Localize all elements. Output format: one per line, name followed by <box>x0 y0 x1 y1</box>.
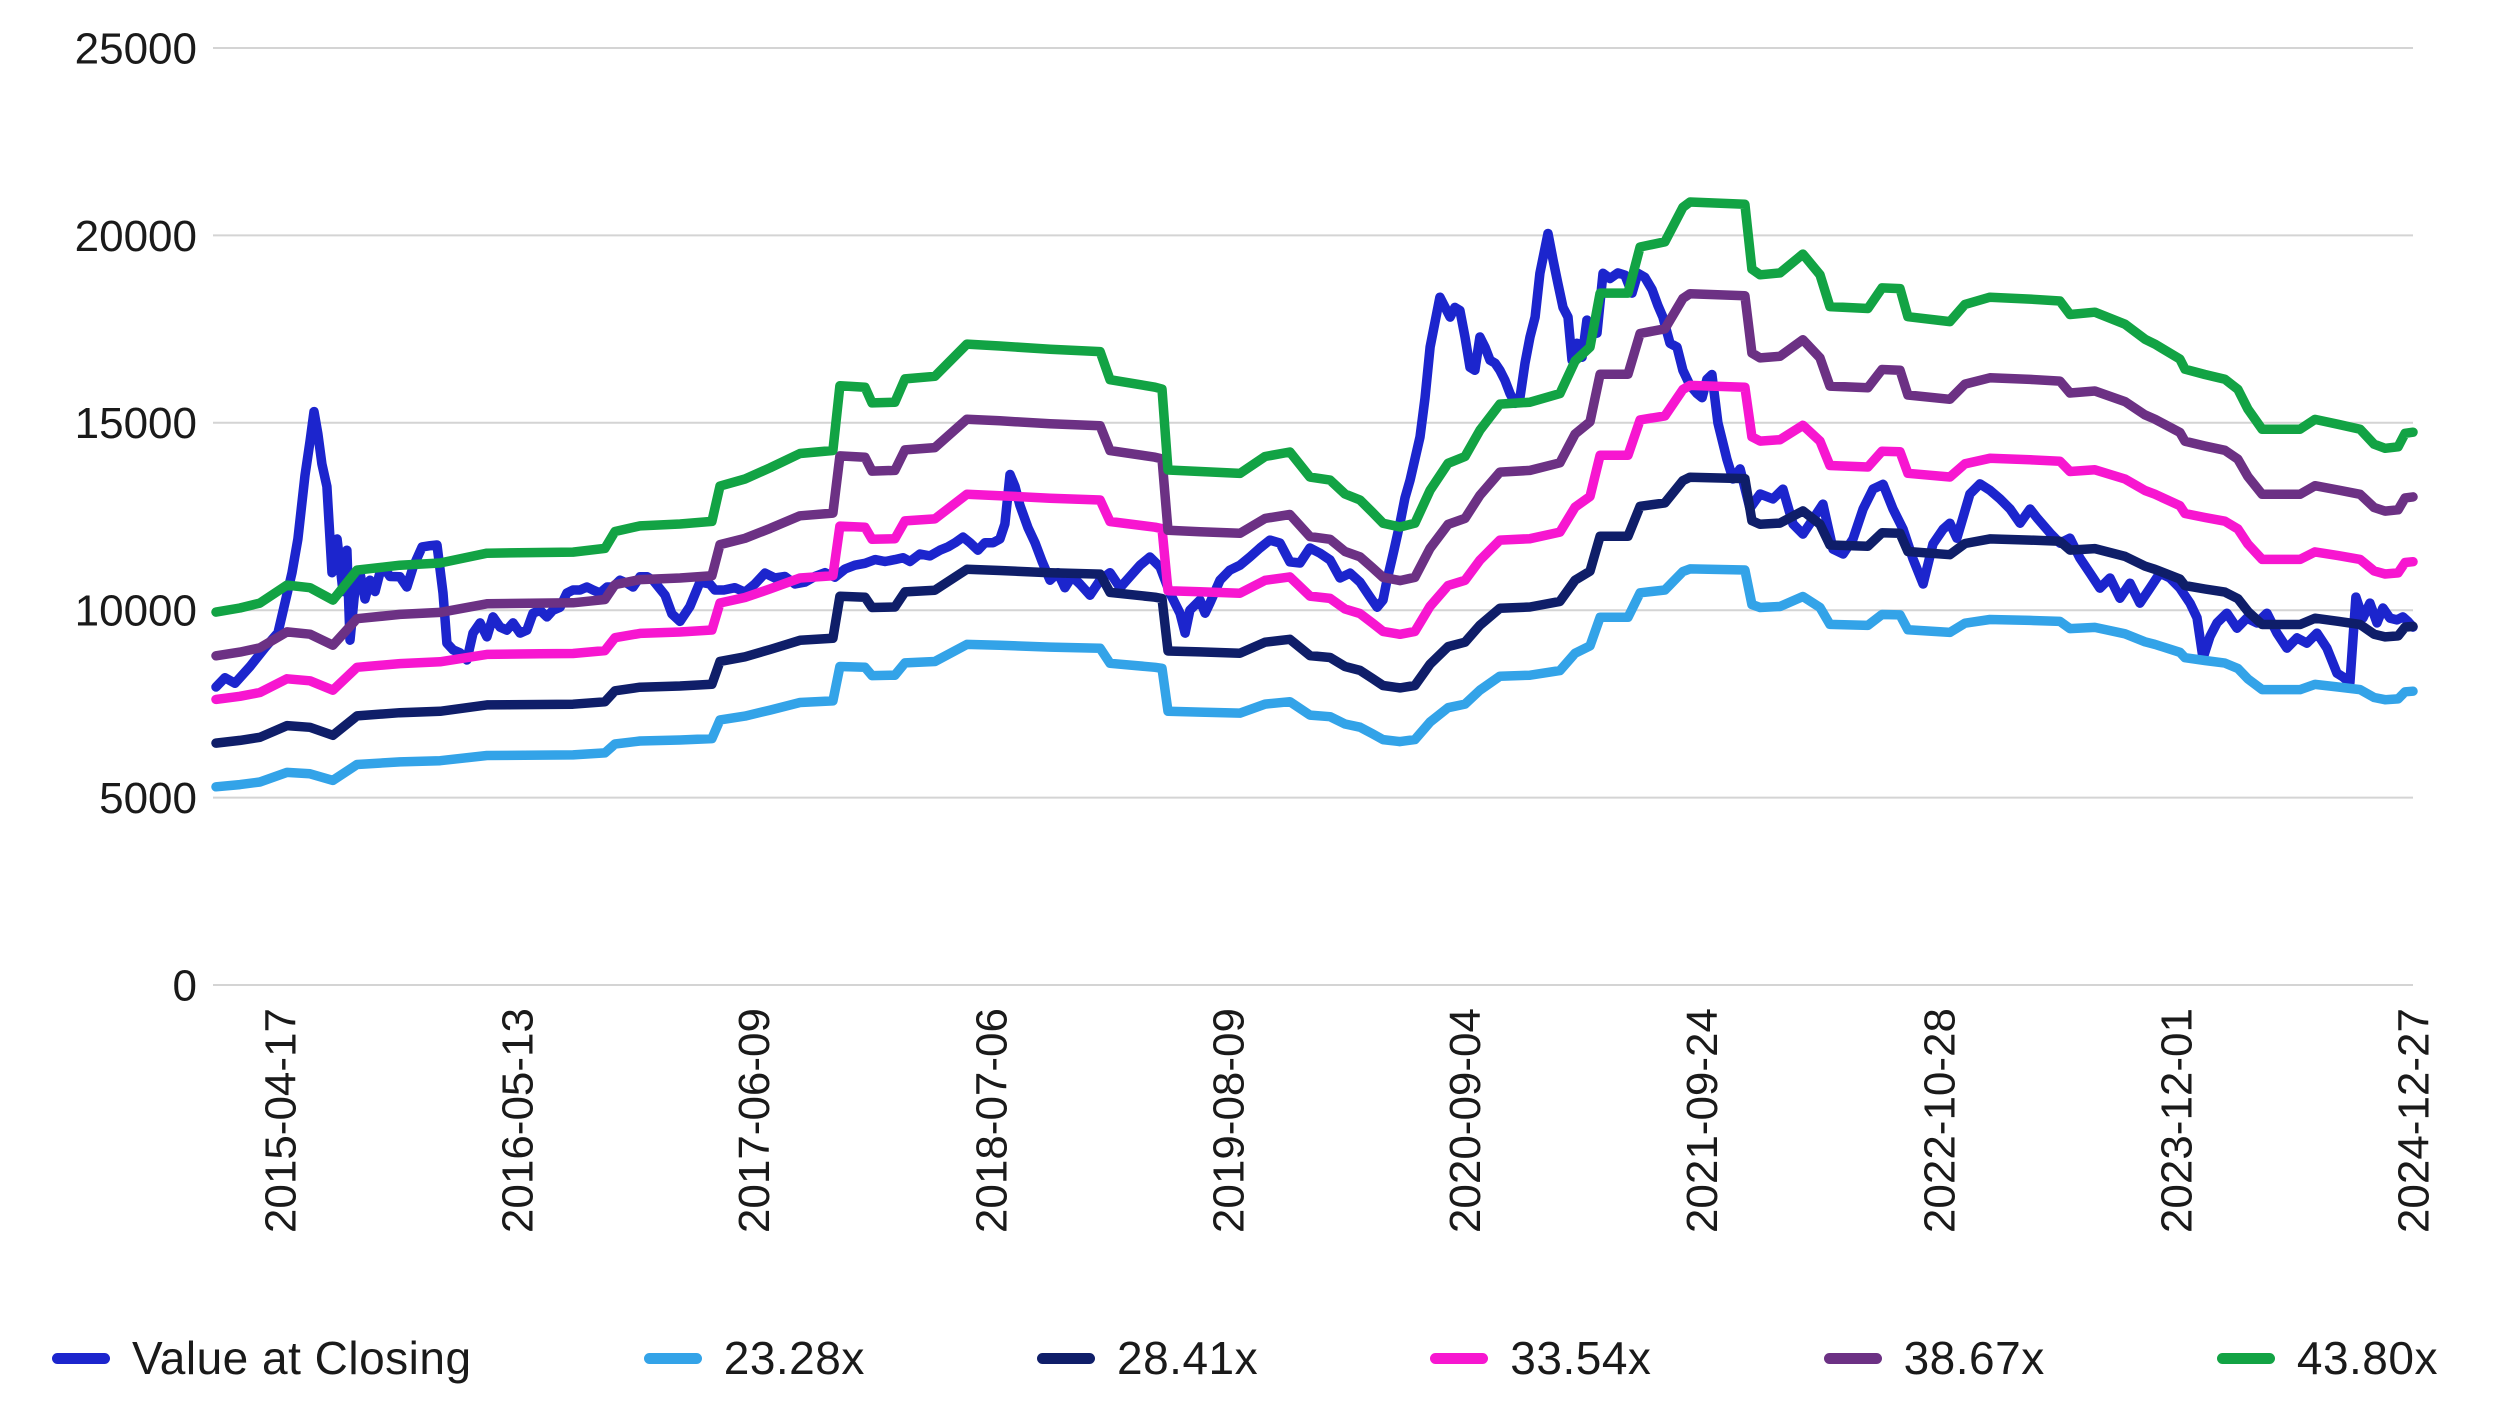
x-axis-label-2019-08-09: 2019-08-09 <box>1204 1008 1253 1233</box>
y-axis-label-0: 0 <box>173 961 197 1010</box>
legend-item-33-54x[interactable]: 33.54x <box>1430 1335 1651 1381</box>
x-axis-label-2020-09-04: 2020-09-04 <box>1441 1008 1490 1233</box>
legend-swatch-28-41x <box>1037 1352 1096 1364</box>
series-line-33.54x <box>211 380 2418 705</box>
x-axis-label-2023-12-01: 2023-12-01 <box>2152 1008 2201 1233</box>
y-axis-label-10000: 10000 <box>75 587 197 636</box>
legend-label-28-41x: 28.41x <box>1117 1332 1259 1384</box>
legend-swatch-38-67x <box>1823 1352 1882 1364</box>
legend-item-43-80x[interactable]: 43.80x <box>2216 1332 2438 1384</box>
legend-item-23-28x[interactable]: 23.28x <box>643 1332 865 1384</box>
x-axis-label-2018-07-06: 2018-07-06 <box>967 1008 1016 1233</box>
legend-swatch-value-at-closing <box>52 1352 110 1364</box>
legend-swatch-23-28x <box>643 1352 702 1364</box>
legend-swatch-33-54x <box>1430 1352 1489 1364</box>
legend: Value at Closing 23.28x 28.41x 33.54x 38… <box>0 1316 2496 1400</box>
series-line-value-at-closing <box>211 228 2418 692</box>
y-axis-label-25000: 25000 <box>75 24 197 73</box>
series-line-43.80x <box>211 197 2418 617</box>
legend-item-value-at-closing[interactable]: Value at Closing <box>52 1335 472 1381</box>
legend-label-value-at-closing: Value at Closing <box>132 1332 472 1384</box>
y-axis-label-20000: 20000 <box>75 212 197 261</box>
legend-label-43-80x: 43.80x <box>2296 1332 2438 1384</box>
legend-label-38-67x: 38.67x <box>1903 1332 2045 1384</box>
x-axis-label-2016-05-13: 2016-05-13 <box>493 1008 542 1233</box>
x-axis-label-2017-06-09: 2017-06-09 <box>730 1008 779 1233</box>
y-axis-label-15000: 15000 <box>75 399 197 448</box>
legend-label-23-28x: 23.28x <box>723 1332 865 1384</box>
x-axis-label-2015-04-17: 2015-04-17 <box>256 1008 305 1233</box>
x-axis-label-2024-12-27: 2024-12-27 <box>2389 1008 2438 1233</box>
y-axis-label-5000: 5000 <box>99 774 197 823</box>
x-axis-label-2022-10-28: 2022-10-28 <box>1915 1008 1964 1233</box>
legend-item-38-67x[interactable]: 38.67x <box>1823 1332 2045 1384</box>
x-axis-label-2021-09-24: 2021-09-24 <box>1678 1008 1727 1233</box>
series-line-38.67x <box>211 288 2418 661</box>
series-line-23.28x <box>211 564 2418 792</box>
legend-swatch-43-80x <box>2216 1352 2275 1364</box>
legend-label-33-54x: 33.54x <box>1510 1332 1652 1384</box>
legend-item-28-41x[interactable]: 28.41x <box>1037 1335 1258 1381</box>
series-line-28.41x <box>211 472 2418 748</box>
